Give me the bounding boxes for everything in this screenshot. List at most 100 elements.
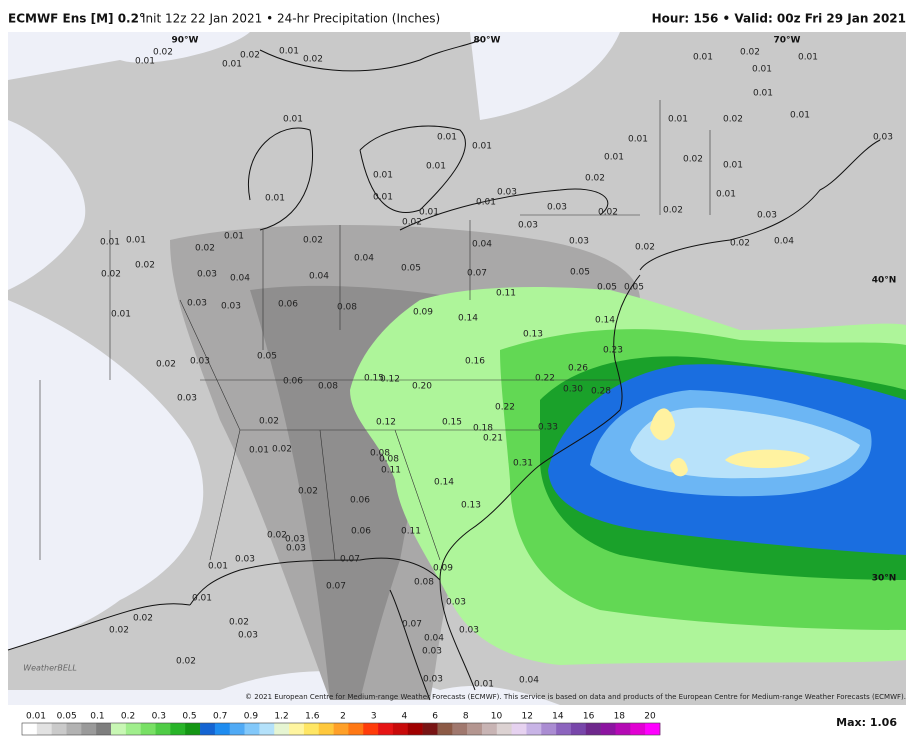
- legend-label: 4: [402, 712, 408, 722]
- colorbar-swatch: [363, 723, 379, 735]
- precip-value: 0.08: [414, 578, 434, 588]
- precip-value: 0.05: [570, 268, 590, 278]
- precip-value: 0.11: [401, 527, 421, 537]
- colorbar-swatch: [452, 723, 468, 735]
- colorbar-swatch: [214, 723, 231, 735]
- colorbar-swatch: [274, 723, 290, 735]
- precip-value: 0.02: [240, 51, 260, 61]
- colorbar-swatch: [481, 723, 498, 735]
- colorbar-swatch: [170, 723, 186, 735]
- precip-value: 0.02: [298, 487, 318, 497]
- precip-value: 0.03: [423, 675, 443, 685]
- legend-label: 8: [463, 712, 469, 722]
- colorbar-swatch: [511, 723, 527, 735]
- precip-value: 0.05: [624, 283, 644, 293]
- legend-label: 10: [491, 712, 503, 722]
- dry-area: [8, 120, 86, 290]
- colorbar-swatch: [111, 723, 127, 735]
- legend-label: 2: [340, 712, 346, 722]
- colorbar-swatch: [36, 723, 52, 735]
- precip-value: 0.02: [740, 48, 760, 58]
- precip-value: 0.02: [109, 626, 129, 636]
- precip-value: 0.03: [446, 598, 466, 608]
- precip-value: 0.02: [723, 115, 743, 125]
- precip-value: 0.01: [474, 680, 494, 690]
- precip-value: 0.05: [401, 264, 421, 274]
- legend-label: 0.01: [26, 712, 46, 722]
- precip-value: 0.03: [285, 535, 305, 545]
- precip-value: 0.01: [693, 53, 713, 63]
- precip-value: 0.04: [230, 274, 250, 284]
- colorbar-swatch: [51, 723, 67, 735]
- precip-value: 0.31: [513, 459, 533, 469]
- precip-value: 0.09: [433, 564, 453, 574]
- precip-value: 0.30: [563, 385, 583, 395]
- precip-value: 0.01: [798, 53, 818, 63]
- precip-value: 0.01: [192, 594, 212, 604]
- colorbar-swatch: [600, 723, 616, 735]
- precip-value: 0.01: [472, 142, 492, 152]
- legend-label: 0.7: [213, 712, 227, 722]
- legend-label: 0.9: [244, 712, 259, 722]
- precip-value: 0.03: [459, 626, 479, 636]
- logo: WeatherBELL: [23, 664, 77, 673]
- precip-value: 0.23: [603, 346, 623, 356]
- copyright: © 2021 European Centre for Medium-range …: [245, 693, 906, 701]
- colorbar-swatch: [318, 723, 334, 735]
- precip-value: 0.18: [473, 424, 493, 434]
- precip-value: 0.01: [126, 236, 146, 246]
- colorbar-swatch: [615, 723, 631, 735]
- colorbar-swatch: [422, 723, 438, 735]
- precip-value: 0.05: [257, 352, 277, 362]
- precip-value: 0.03: [238, 631, 258, 641]
- colorbar-swatch: [392, 723, 409, 735]
- grid-label: 90°W: [172, 36, 199, 46]
- legend-label: 1.6: [305, 712, 320, 722]
- precip-value: 0.02: [663, 206, 683, 216]
- precip-value: 0.01: [723, 161, 743, 171]
- precip-value: 0.01: [265, 194, 285, 204]
- colorbar-swatch: [125, 723, 141, 735]
- precip-value: 0.03: [235, 555, 255, 565]
- precip-value: 0.02: [402, 218, 422, 228]
- precip-value: 0.02: [156, 360, 176, 370]
- precip-value: 0.06: [283, 377, 303, 387]
- precip-value: 0.02: [303, 236, 323, 246]
- precip-value: 0.04: [424, 634, 444, 644]
- precip-value: 0.03: [286, 544, 306, 554]
- precip-value: 0.08: [370, 449, 390, 459]
- precip-value: 0.02: [267, 531, 287, 541]
- colorbar-swatch: [407, 723, 423, 735]
- precip-value: 0.04: [774, 237, 794, 247]
- colorbar-swatch: [185, 723, 201, 735]
- precip-value: 0.02: [133, 614, 153, 624]
- legend-label: 6: [432, 712, 438, 722]
- colorbar-swatch: [556, 723, 572, 735]
- colorbar-swatch: [585, 723, 601, 735]
- precip-value: 0.01: [790, 111, 810, 121]
- grid-label: 80°W: [474, 36, 501, 46]
- legend-label: 1.2: [274, 712, 288, 722]
- colorbar-swatch: [259, 723, 275, 735]
- precip-value: 0.07: [402, 620, 422, 630]
- dry-area: [8, 300, 204, 650]
- valid-time: Hour: 156 • Valid: 00z Fri 29 Jan 2021: [652, 12, 906, 26]
- legend-label: 18: [614, 712, 626, 722]
- precip-value: 0.02: [272, 445, 292, 455]
- colorbar-swatch: [333, 723, 349, 735]
- precip-value: 0.28: [591, 387, 611, 397]
- precip-value: 0.06: [350, 496, 370, 506]
- precip-value: 0.01: [604, 153, 624, 163]
- precip-value: 0.04: [472, 240, 492, 250]
- precip-value: 0.11: [381, 466, 401, 476]
- precip-value: 0.01: [283, 115, 303, 125]
- precip-value: 0.01: [249, 446, 269, 456]
- precip-value: 0.03: [197, 270, 217, 280]
- dry-area: [470, 32, 620, 120]
- precip-value: 0.03: [422, 647, 442, 657]
- precip-value: 0.01: [373, 193, 393, 203]
- precip-value: 0.01: [668, 115, 688, 125]
- precip-value: 0.01: [224, 232, 244, 242]
- colorbar-frame: [21, 722, 661, 736]
